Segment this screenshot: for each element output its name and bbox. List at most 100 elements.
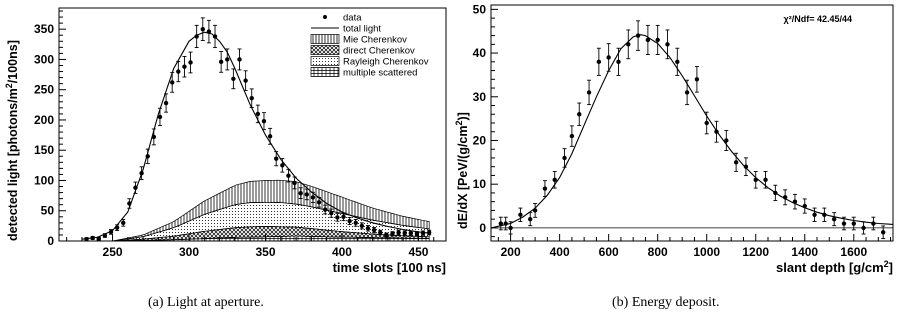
y-tick-label: 0	[47, 234, 54, 248]
x-tick-label: 350	[255, 245, 275, 259]
data-point	[261, 118, 267, 124]
data-point	[426, 230, 432, 235]
data-point	[329, 210, 334, 216]
legend-label-direct-cherenkov: direct Cherenkov	[343, 46, 415, 57]
data-point	[163, 100, 169, 106]
y-tick-label: 20	[473, 133, 487, 147]
y-tick-label: 200	[34, 113, 54, 127]
data-point	[84, 236, 89, 242]
x-tick-label: 400	[332, 245, 352, 259]
data-point	[145, 154, 150, 159]
data-point	[542, 186, 548, 191]
caption-b: (b) Energy deposit.	[612, 295, 720, 310]
plot-frame	[58, 7, 447, 242]
data-point	[655, 37, 660, 43]
data-point	[802, 203, 807, 209]
y-tick-label: 50	[41, 204, 55, 218]
plot-frame	[490, 4, 894, 242]
y-axis-title-part: )]	[456, 112, 470, 120]
data-point	[316, 200, 322, 205]
data-point	[218, 59, 224, 65]
data-point	[528, 216, 533, 222]
data-point	[733, 160, 739, 165]
x-tick-label: 1000	[693, 245, 720, 259]
y-axis-title-part: /100ns]	[6, 40, 20, 83]
x-tick-label: 1400	[791, 245, 818, 259]
data-point	[586, 90, 592, 95]
data-point	[743, 164, 749, 169]
data-point	[552, 177, 557, 183]
data-point	[206, 29, 212, 34]
data-point	[280, 163, 285, 168]
y-tick-label: 300	[34, 52, 54, 66]
legend-label-multiple-scattered: multiple scattered	[343, 68, 417, 79]
fit-curve	[490, 34, 894, 229]
legend-label-mie-cherenkov: Mie Cherenkov	[343, 35, 407, 46]
data-point	[176, 69, 181, 74]
data-point	[773, 190, 778, 196]
data-point	[182, 64, 187, 69]
data-point	[753, 177, 758, 183]
data-point	[841, 221, 847, 226]
legend-symbol-multiple-scattered	[310, 67, 340, 77]
data-point	[626, 42, 631, 47]
data-point	[121, 220, 126, 226]
data-point	[243, 78, 248, 83]
data-point	[675, 59, 680, 65]
data-point	[420, 230, 426, 236]
data-point	[169, 80, 175, 85]
y-axis-title-part: detected light [photons/m	[6, 88, 20, 241]
y-axis-title-superscript: 2	[4, 83, 14, 88]
data-point	[665, 42, 670, 47]
data-point	[335, 215, 340, 220]
data-point	[704, 120, 709, 126]
data-point	[782, 195, 788, 200]
data-point	[157, 114, 163, 120]
data-point	[274, 156, 279, 161]
data-point	[384, 232, 389, 238]
data-point	[596, 59, 602, 65]
x-tick-label: 250	[103, 245, 123, 259]
y-tick-label: 250	[34, 83, 54, 97]
panel-a-light-at-aperture: 250 300 350 400 450 0 50 100 150 200 250 300 350 data…	[4, 7, 447, 275]
y-axis-title: detected light [photons/m2/100ns]	[4, 40, 20, 241]
data-point	[255, 111, 261, 117]
legend-label-data: data	[343, 13, 362, 24]
data-point	[353, 220, 358, 226]
y-tick-label: 30	[473, 90, 487, 104]
data-point	[286, 173, 291, 178]
data-point	[635, 33, 641, 38]
data-point	[151, 134, 157, 140]
y-tick-label: 150	[34, 143, 54, 157]
legend-symbol-rayleigh-cherenkov	[310, 56, 340, 66]
x-tick-label: 400	[550, 245, 570, 259]
data-point	[851, 221, 856, 226]
x-tick-label: 800	[648, 245, 668, 259]
data-point	[90, 235, 95, 241]
data-point	[714, 129, 719, 134]
data-point	[822, 212, 827, 217]
data-point	[298, 190, 303, 196]
y-tick-label: 0	[479, 221, 486, 235]
data-point	[606, 55, 611, 60]
data-point	[562, 155, 567, 161]
data-point	[402, 230, 407, 236]
data-point	[408, 230, 414, 236]
data-point	[267, 134, 273, 139]
x-tick-label: 450	[408, 245, 428, 259]
data-point	[577, 112, 582, 117]
data-point	[96, 236, 101, 241]
x-axis-title-part: ]	[889, 260, 893, 275]
data-point	[212, 34, 218, 39]
data-point	[645, 37, 651, 43]
data-point	[724, 138, 729, 143]
data-point	[390, 231, 395, 236]
data-point	[310, 195, 316, 200]
data-point	[194, 34, 199, 39]
y-tick-label: 100	[34, 173, 54, 187]
legend-label-rayleigh-cherenkov: Rayleigh Cherenkov	[343, 57, 429, 68]
y-axis-title-superscript: 2	[454, 120, 464, 125]
data-point	[322, 207, 328, 212]
